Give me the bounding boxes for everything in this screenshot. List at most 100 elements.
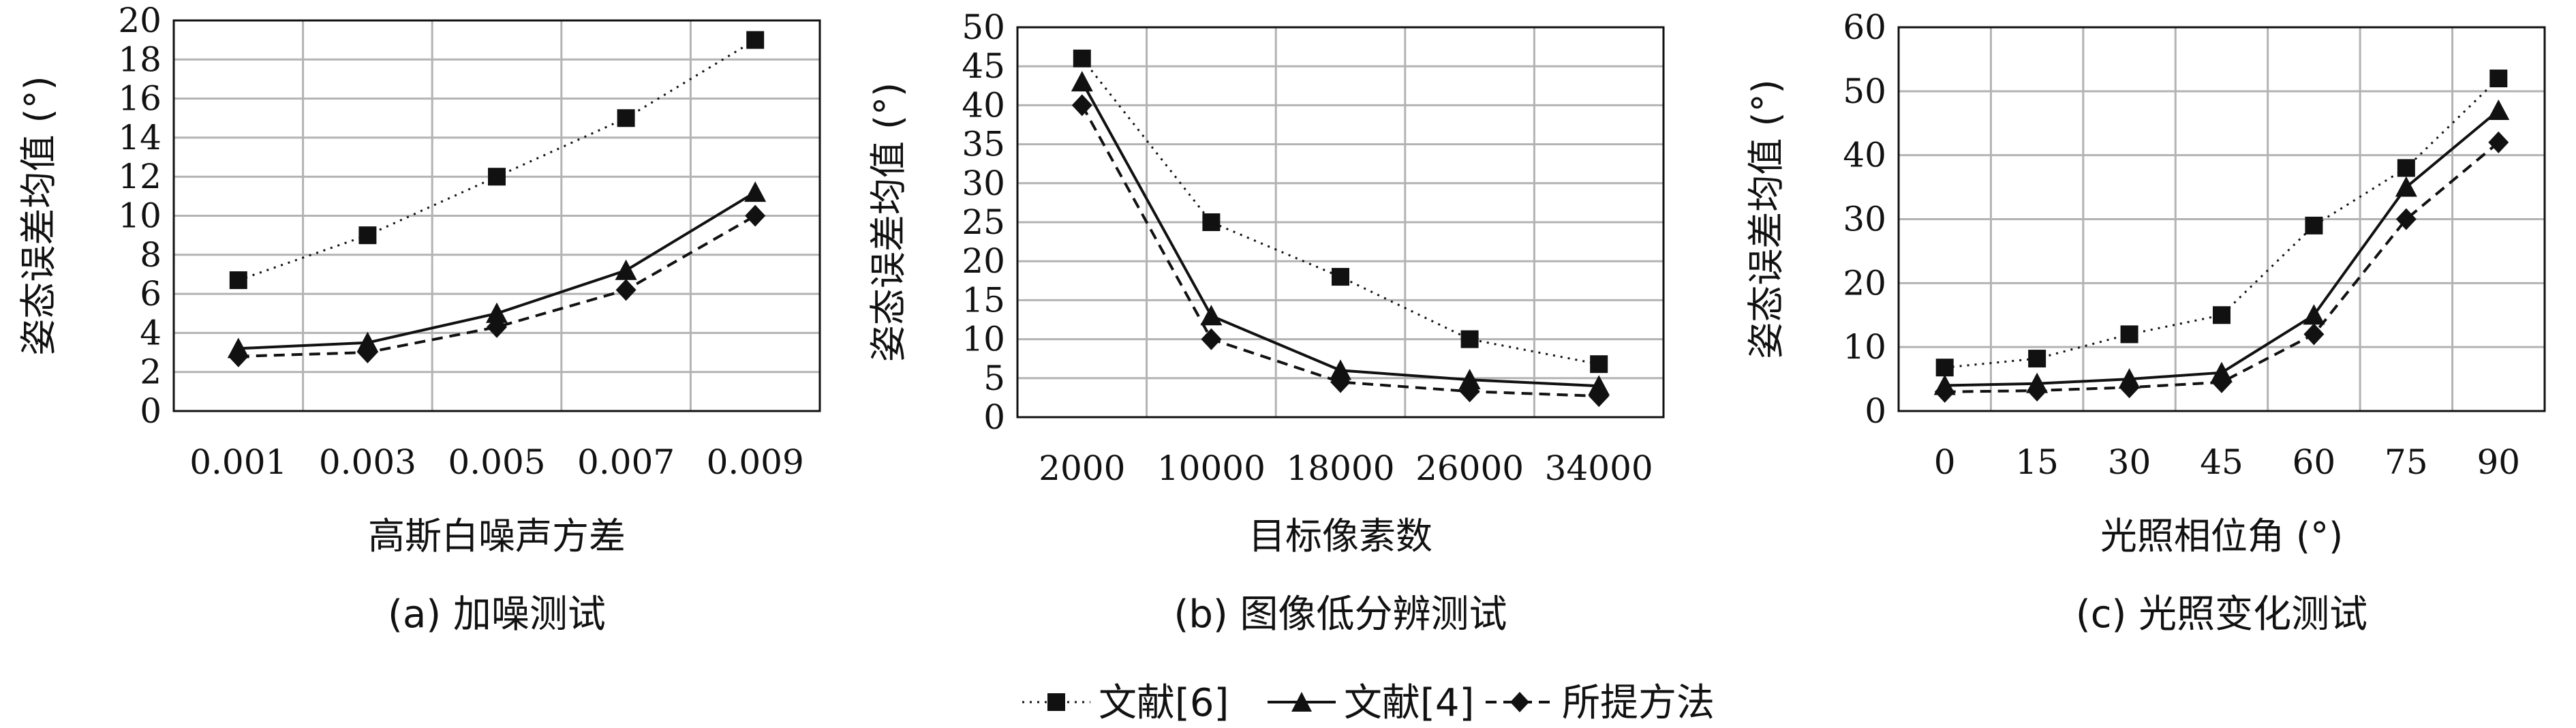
y-tick-label: 2 [140,352,162,392]
y-tick-label: 30 [962,164,1005,203]
data-point-triangle-marker [2303,304,2325,325]
x-tick-label: 45 [2200,442,2243,482]
data-point-diamond-marker [2303,323,2325,346]
y-tick-label: 14 [118,118,162,157]
x-tick-label: 26000 [1415,449,1524,488]
x-tick-label: 0.007 [577,442,675,482]
data-point-square-marker [1332,268,1349,286]
series-line-proposed [1081,104,1599,398]
legend-label-ref4: 文献[4] [1344,681,1474,725]
data-point-diamond-marker [1071,94,1092,117]
series-line-proposed [238,214,756,358]
y-tick-label: 50 [962,7,1005,47]
data-point-diamond-marker [745,204,766,227]
data-point-square-marker [1073,49,1091,67]
y-tick-label: 35 [962,125,1005,164]
y-tick-label: 0 [140,391,162,431]
data-point-square-marker [1202,213,1221,231]
y-tick-label: 18 [118,40,162,79]
y-tick-label: 8 [140,235,162,275]
data-point-diamond-marker [357,342,378,364]
y-tick-label: 60 [1843,7,1886,47]
x-tick-label: 0.003 [319,442,416,482]
data-point-triangle-marker [1200,305,1223,326]
data-point-square-marker [1460,330,1479,348]
x-axis-title-a: 高斯白噪声方差 [368,515,626,558]
data-point-triangle-marker [615,259,637,280]
legend-triangle-marker [1291,692,1312,712]
legend-diamond-marker [1510,692,1529,712]
data-point-square-marker [2489,70,2508,88]
legend-label-proposed: 所提方法 [1562,681,1715,725]
legend-label-ref6: 文献[6] [1099,681,1229,725]
x-tick-label: 0.005 [448,442,545,482]
y-tick-label: 30 [1843,200,1886,239]
x-tick-label: 34000 [1545,449,1653,488]
x-tick-label: 75 [2385,442,2428,482]
data-point-square-marker [2028,350,2046,368]
data-point-diamond-marker [1459,380,1480,403]
data-point-diamond-marker [2027,379,2048,401]
data-point-square-marker [2397,159,2415,177]
data-point-diamond-marker [1934,380,1955,403]
x-tick-label: 90 [2477,442,2520,482]
caption-a: (a) 加噪测试 [388,592,606,637]
data-point-triangle-marker [2395,176,2417,197]
x-tick-label: 18000 [1286,449,1394,488]
data-point-square-marker [488,168,506,186]
y-axis-title-b: 姿态误差均值 (°) [867,82,910,362]
y-tick-label: 40 [1843,136,1886,175]
legend-item-ref6: 文献[6] [1022,681,1229,725]
data-point-square-marker [617,109,635,127]
x-axis-title-b: 目标像素数 [1248,515,1432,558]
y-tick-label: 20 [962,241,1005,281]
data-point-diamond-marker [2211,371,2232,393]
data-point-square-marker [746,31,765,49]
caption-c: (c) 光照变化测试 [2076,592,2367,637]
x-tick-label: 0 [1934,442,1956,482]
y-tick-label: 10 [1843,327,1886,367]
data-point-triangle-marker [486,302,508,323]
plot-frame-c [1897,26,2546,412]
data-point-diamond-marker [1201,328,1222,350]
y-tick-label: 4 [140,313,162,352]
y-tick-label: 10 [962,320,1005,359]
plot-frame-b [1016,26,1665,419]
y-tick-label: 45 [962,46,1005,86]
x-tick-label: 2000 [1039,449,1125,488]
data-point-square-marker [2305,216,2323,234]
data-point-diamond-marker [2488,131,2509,153]
x-tick-label: 0.001 [189,442,287,482]
x-axis-title-c: 光照相位角 (°) [2100,515,2343,558]
y-tick-label: 16 [118,79,162,119]
chart-panel-c: 0 10 20 30 40 50 60 0 15 30 45 60 75 90 姿态误差均值 (°) 光… [1745,7,2546,637]
data-point-diamond-marker [2395,208,2417,230]
data-point-triangle-marker [1458,369,1481,390]
data-point-diamond-marker [615,279,637,301]
y-tick-label: 6 [140,274,162,314]
y-tick-label: 15 [962,280,1005,320]
data-point-square-marker [2120,325,2138,344]
data-point-triangle-marker [1330,359,1351,380]
data-point-diamond-marker [228,345,249,367]
y-tick-label: 50 [1843,72,1886,111]
x-tick-label: 15 [2015,442,2059,482]
y-tick-label: 5 [983,359,1005,398]
legend-item-proposed: 所提方法 [1486,681,1715,725]
data-point-diamond-marker [487,316,507,338]
data-point-square-marker [229,271,247,290]
data-point-triangle-marker [744,181,767,202]
data-point-square-marker [1935,359,1954,377]
x-tick-label: 30 [2108,442,2151,482]
y-tick-label: 40 [962,85,1005,125]
y-tick-label: 12 [118,157,162,196]
data-point-triangle-marker [1071,71,1093,92]
y-tick-label: 0 [983,397,1005,437]
y-tick-label: 10 [118,196,162,236]
data-point-diamond-marker [1330,371,1351,393]
legend-item-ref4: 文献[4] [1268,681,1474,725]
